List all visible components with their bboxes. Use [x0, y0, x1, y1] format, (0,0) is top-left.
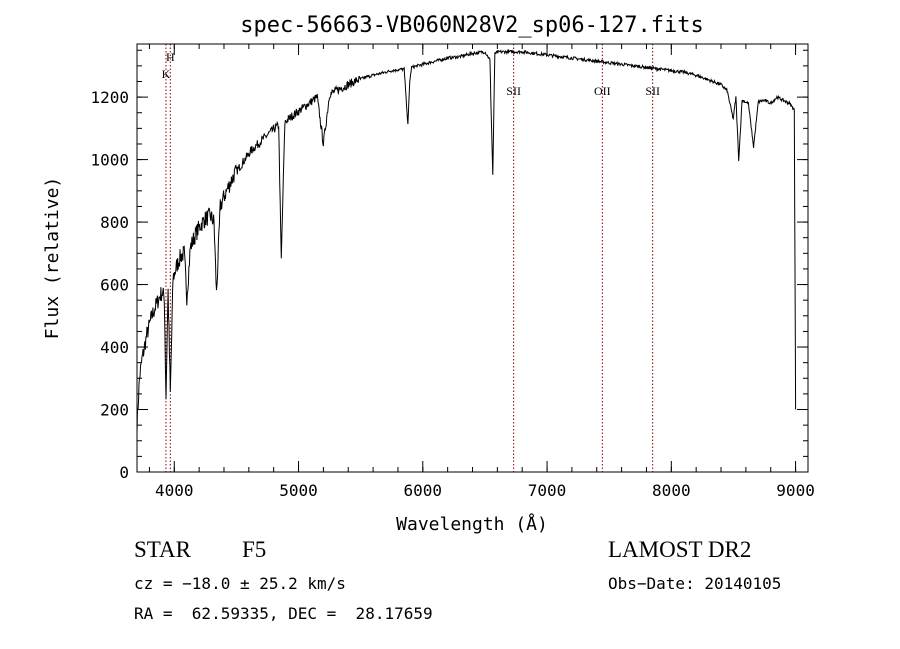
spectrum-line: [136, 48, 797, 434]
chart-title: spec-56663-VB060N28V2_sp06-127.fits: [240, 13, 704, 38]
y-tick-label-4: 800: [100, 213, 129, 232]
object-class-label: STAR: [134, 537, 191, 562]
survey-label: LAMOST DR2: [608, 537, 752, 562]
x-tick-label-5: 9000: [776, 481, 815, 500]
line-marker-label-2: SII: [506, 84, 521, 98]
line-marker-label-1: K: [162, 67, 171, 81]
y-tick-label-0: 0: [119, 463, 129, 482]
x-tick-label-2: 6000: [404, 481, 443, 500]
y-tick-label-6: 1200: [90, 88, 129, 107]
line-marker-label-0: H: [166, 50, 175, 64]
line-marker-label-3: OII: [594, 84, 611, 98]
x-axis-label: Wavelength (Å): [396, 513, 548, 535]
y-tick-label-2: 400: [100, 338, 129, 357]
plot-frame: [136, 43, 809, 473]
obs-date-label: Obs−Date: 20140105: [608, 574, 782, 593]
x-tick-label-1: 5000: [279, 481, 318, 500]
spectrum-chart: spec-56663-VB060N28V2_sp06-127.fits HK SI…: [42, 13, 815, 535]
line-marker-label-4: SII: [645, 84, 660, 98]
coordinates-label: RA = 62.59335, DEC = 28.17659: [134, 604, 433, 623]
subclass-label: F5: [242, 537, 267, 562]
x-tick-label-3: 7000: [528, 481, 567, 500]
y-tick-label-3: 600: [100, 276, 129, 295]
x-tick-label-0: 4000: [155, 481, 194, 500]
y-tick-label-1: 200: [100, 401, 129, 420]
y-tick-label-5: 1000: [90, 151, 129, 170]
x-tick-label-4: 8000: [652, 481, 691, 500]
y-axis-label: Flux (relative): [42, 177, 63, 340]
redshift-velocity-label: cz = −18.0 ± 25.2 km/s: [134, 574, 346, 593]
